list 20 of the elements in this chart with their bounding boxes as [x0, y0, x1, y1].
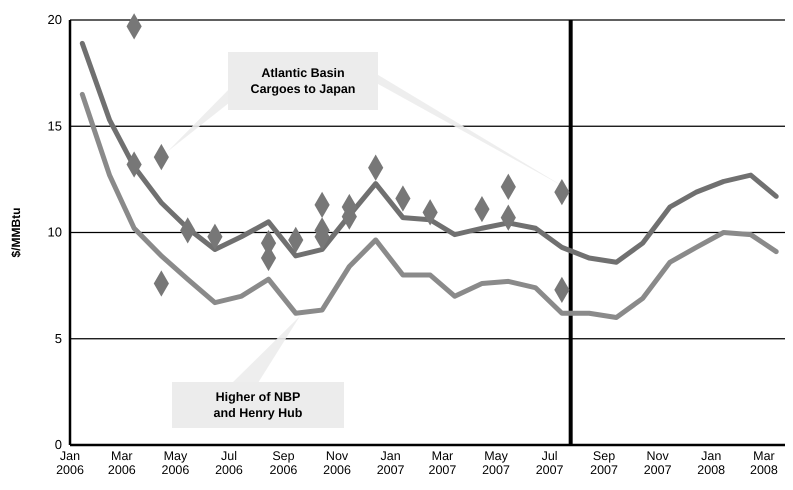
x-tick-label: Jan 2008 — [697, 449, 726, 477]
y-tick-label: 5 — [54, 330, 62, 346]
y-tick-label: 15 — [48, 118, 62, 134]
x-tick-label: Mar 2007 — [428, 449, 456, 477]
annotation: Higher of NBP and Henry Hub — [214, 390, 303, 420]
x-tick-label: Jul 2007 — [536, 449, 564, 477]
x-tick-label: Nov 2006 — [323, 449, 351, 477]
x-tick-label: May 2007 — [482, 449, 510, 477]
x-tick-label: Mar 2006 — [108, 449, 136, 477]
y-tick-label: 20 — [48, 12, 62, 28]
x-tick-label: Sep 2007 — [590, 449, 618, 477]
x-tick-label: Jan 2007 — [376, 449, 405, 477]
x-tick-label: Jul 2006 — [215, 449, 243, 477]
y-axis-title: $/MMBtu — [9, 208, 23, 258]
x-tick-label: Sep 2006 — [270, 449, 298, 477]
x-tick-label: Mar 2008 — [750, 449, 778, 477]
x-tick-label: Nov 2007 — [644, 449, 672, 477]
annotation: Atlantic Basin Cargoes to Japan — [250, 66, 356, 96]
y-tick-label: 10 — [48, 224, 62, 240]
x-tick-label: May 2006 — [162, 449, 190, 477]
